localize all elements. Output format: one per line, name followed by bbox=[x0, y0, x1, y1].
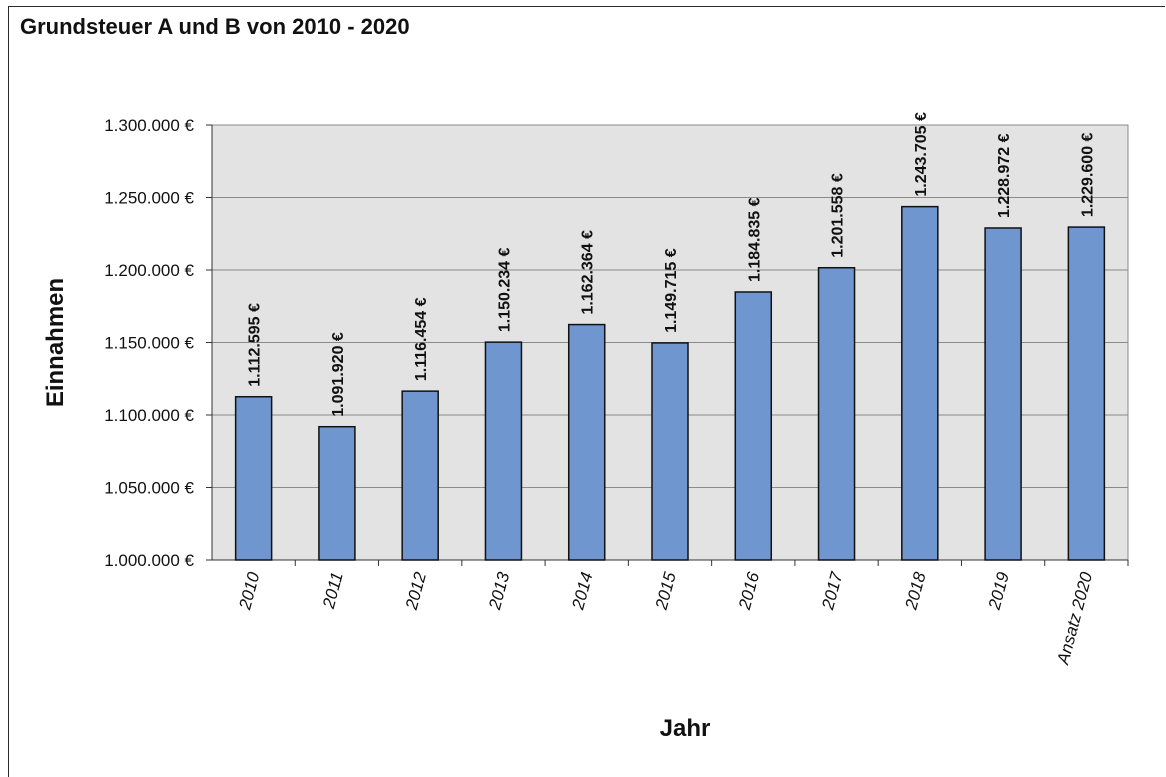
y-tick-label: 1.000.000 € bbox=[104, 551, 194, 570]
data-label: 1.201.558 € bbox=[830, 173, 847, 258]
y-tick-label: 1.100.000 € bbox=[104, 406, 194, 425]
x-tick-label: 2012 bbox=[402, 570, 431, 613]
x-tick-label: 2017 bbox=[818, 570, 847, 613]
x-tick-label: 2016 bbox=[735, 570, 764, 613]
x-tick-label: 2011 bbox=[319, 570, 347, 611]
x-tick-label: 2015 bbox=[651, 570, 680, 613]
x-tick-label: 2013 bbox=[485, 570, 514, 613]
x-tick-label: 2018 bbox=[901, 570, 930, 613]
x-tick-label: Ansatz 2020 bbox=[1053, 570, 1096, 668]
data-label: 1.150.234 € bbox=[496, 248, 513, 333]
bar bbox=[819, 268, 855, 560]
bar bbox=[485, 342, 521, 560]
data-label: 1.091.920 € bbox=[330, 332, 347, 417]
bar bbox=[652, 343, 688, 560]
data-label: 1.228.972 € bbox=[996, 133, 1013, 218]
x-tick-label: 2010 bbox=[235, 570, 264, 613]
data-label: 1.162.364 € bbox=[580, 230, 597, 315]
bar bbox=[319, 427, 355, 560]
x-tick-label: 2014 bbox=[568, 570, 596, 612]
y-axis-title: Einnahmen bbox=[42, 278, 69, 407]
bar bbox=[735, 292, 771, 560]
y-tick-label: 1.150.000 € bbox=[104, 334, 194, 353]
bar bbox=[985, 228, 1021, 560]
data-label: 1.184.835 € bbox=[746, 197, 763, 282]
bar bbox=[236, 397, 272, 560]
bar bbox=[902, 207, 938, 560]
data-label: 1.229.600 € bbox=[1079, 132, 1096, 217]
x-axis-title: Jahr bbox=[660, 715, 711, 742]
y-tick-label: 1.050.000 € bbox=[104, 479, 194, 498]
bar bbox=[402, 391, 438, 560]
data-label: 1.243.705 € bbox=[913, 112, 930, 197]
y-tick-label: 1.200.000 € bbox=[104, 261, 194, 280]
y-tick-label: 1.250.000 € bbox=[104, 189, 194, 208]
bar bbox=[1068, 227, 1104, 560]
bar bbox=[569, 325, 605, 560]
data-label: 1.116.454 € bbox=[413, 297, 430, 381]
x-tick-label: 2019 bbox=[985, 570, 1014, 613]
data-label: 1.149.715 € bbox=[663, 248, 680, 333]
data-label: 1.112.595 € bbox=[247, 303, 264, 387]
y-tick-label: 1.300.000 € bbox=[104, 116, 194, 135]
